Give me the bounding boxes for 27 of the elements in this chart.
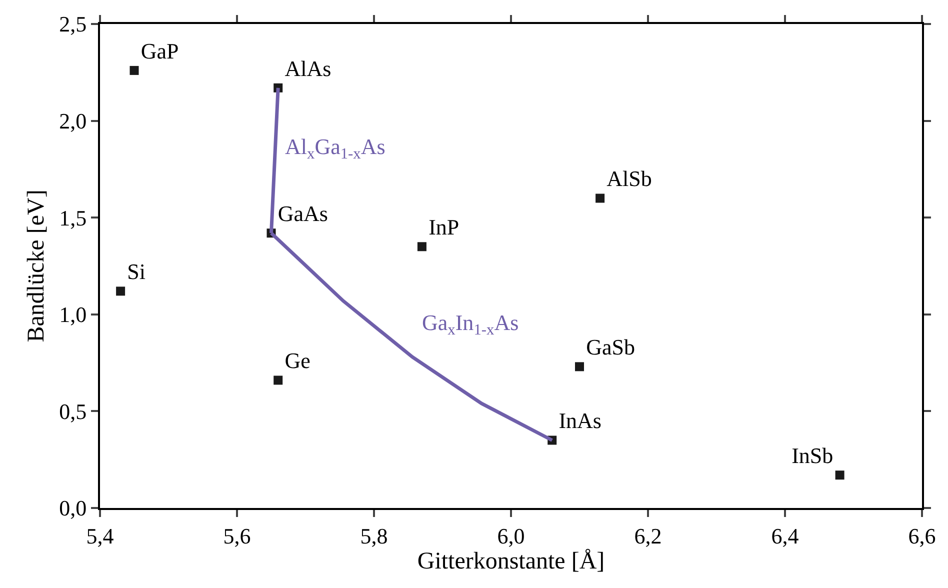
x-tick-label: 6,0 (497, 523, 525, 548)
y-tick-label: 1,0 (59, 302, 87, 328)
x-tick-label: 6,2 (634, 523, 662, 548)
data-label: AlAs (284, 56, 332, 81)
data-label: Si (127, 259, 146, 284)
data-label: GaP (140, 38, 179, 64)
x-tick-label: 6,6 (908, 523, 936, 548)
y-axis-title: Bandlücke [eV] (24, 190, 50, 342)
y-tick-label: 1,5 (59, 205, 87, 230)
x-axis-title: Gitterkonstante [Å] (417, 548, 605, 574)
y-tick-label: 0,0 (59, 496, 87, 521)
data-label: InP (428, 214, 460, 240)
data-label: InAs (558, 408, 602, 434)
data-label: GaSb (586, 334, 636, 360)
y-tick-label: 2,5 (59, 12, 87, 37)
series-label: Ga$_{x}$In$_{1-x}$As (422, 310, 519, 339)
y-tick-label: 0,5 (59, 398, 87, 424)
y-tick-label: 2,0 (59, 108, 87, 134)
x-tick-label: 5,4 (86, 523, 114, 548)
data-label: Ge (284, 348, 310, 374)
data-label: InSb (792, 442, 834, 468)
x-tick-label: 6,4 (771, 523, 799, 548)
data-label: GaAs (278, 200, 328, 226)
series-label: Al$_{x}$Ga$_{1-x}$As (285, 134, 386, 163)
x-tick-label: 5,6 (223, 523, 251, 548)
x-tick-label: 5,8 (360, 523, 388, 548)
data-label: AlSb (606, 166, 652, 192)
